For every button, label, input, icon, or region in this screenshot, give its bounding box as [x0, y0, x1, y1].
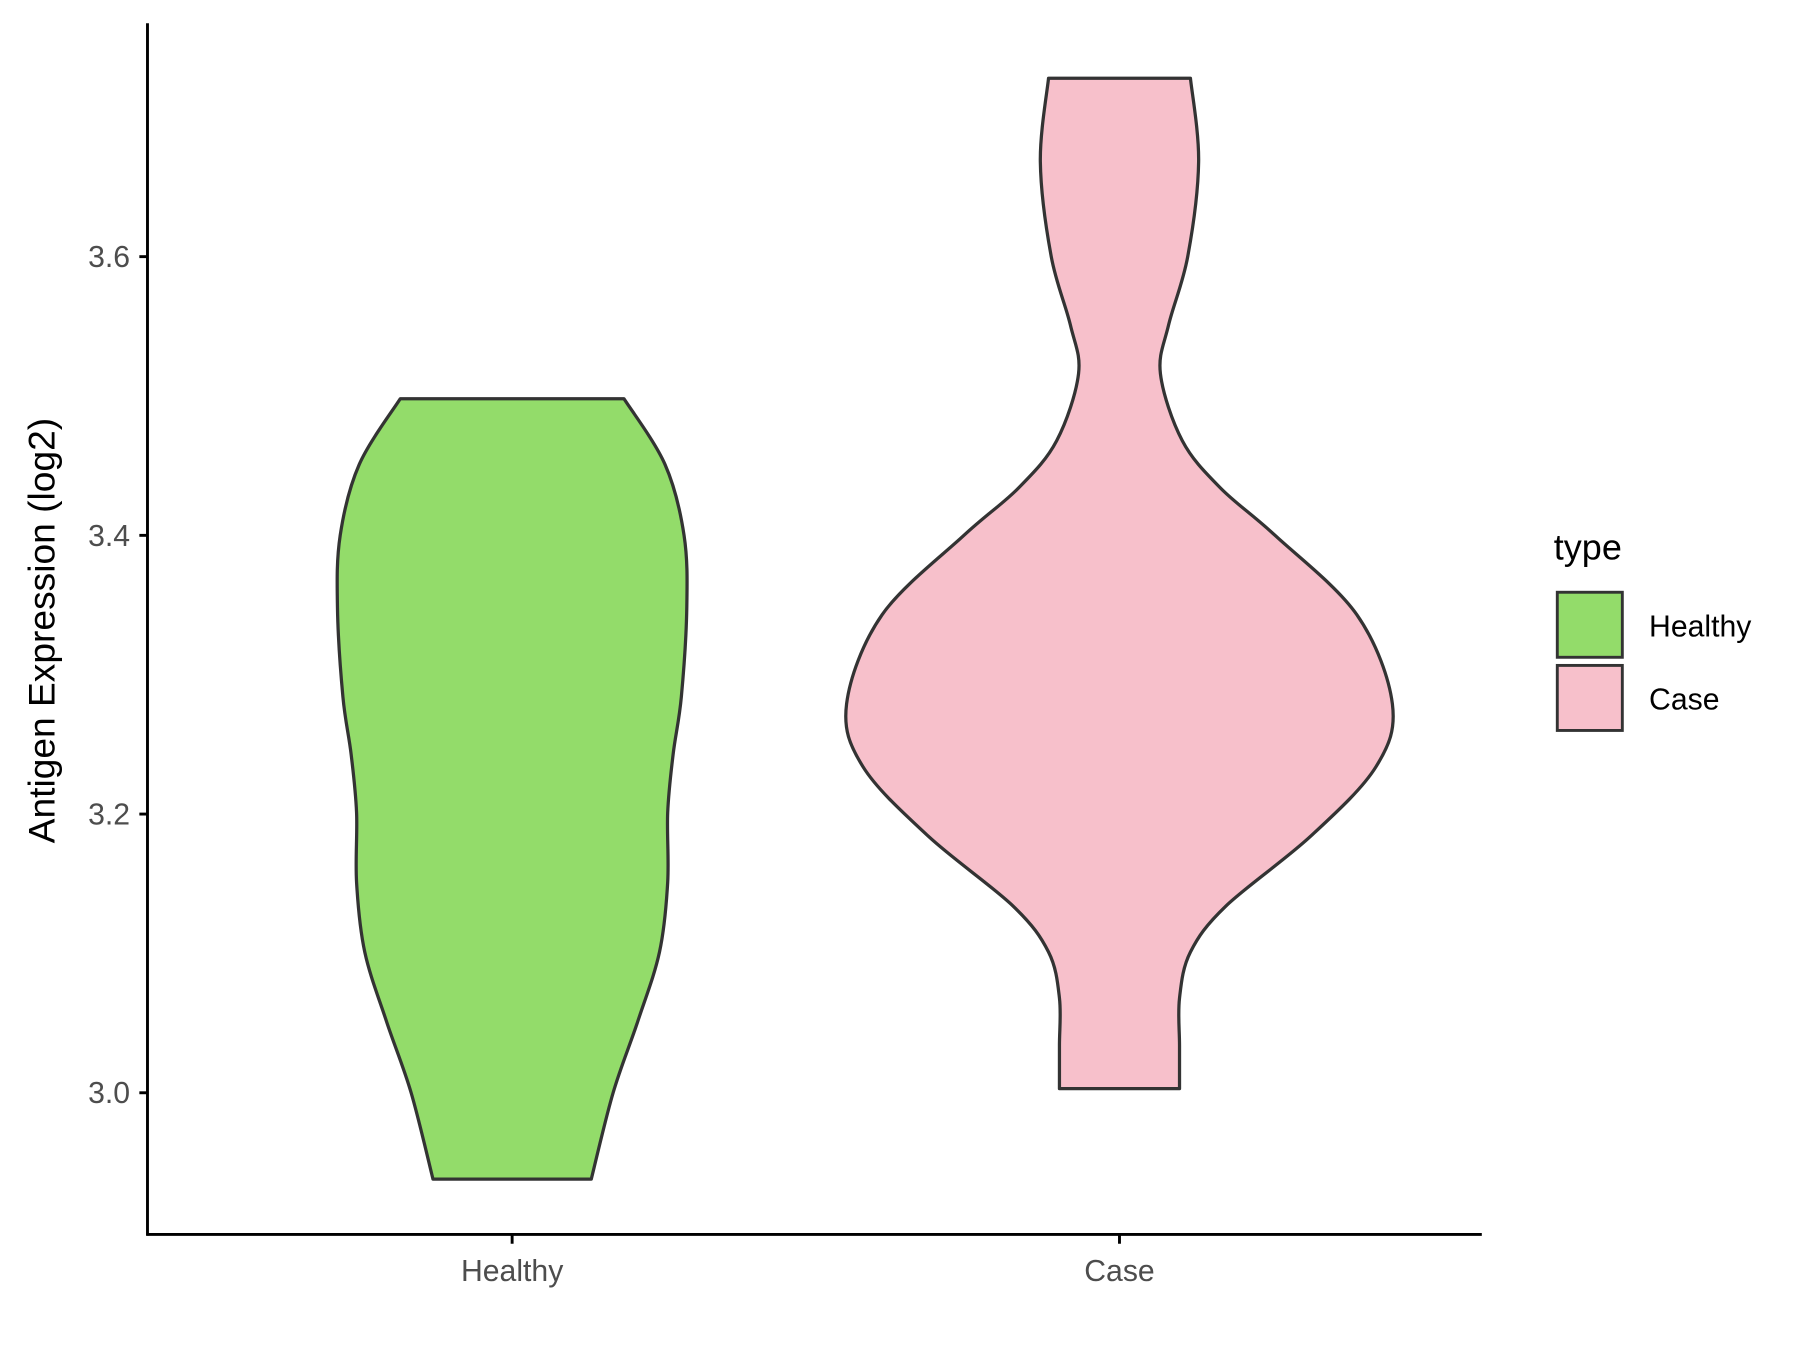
violin-healthy [335, 397, 689, 1181]
legend: type Healthy Case [1554, 527, 1752, 732]
legend-key-healthy [1555, 590, 1624, 659]
y-tick-label: 3.0 [88, 1077, 130, 1110]
y-tick-label: 3.4 [88, 520, 130, 553]
violin-case [844, 76, 1395, 1091]
y-tick-label: 3.2 [88, 799, 130, 832]
legend-label-case: Case [1649, 684, 1719, 717]
y-tick-label: 3.6 [88, 241, 130, 274]
legend-label-healthy: Healthy [1649, 610, 1752, 643]
legend-key-case [1555, 663, 1624, 732]
x-tick-label: Healthy [461, 1255, 564, 1288]
y-axis-label: Antigen Expression (log2) [21, 418, 63, 843]
x-ticks: Healthy Case [461, 1234, 1155, 1288]
y-ticks: 3.0 3.2 3.4 3.6 [88, 241, 148, 1110]
legend-title: type [1554, 527, 1622, 568]
x-tick-label: Case [1084, 1255, 1154, 1288]
violins [335, 76, 1395, 1181]
